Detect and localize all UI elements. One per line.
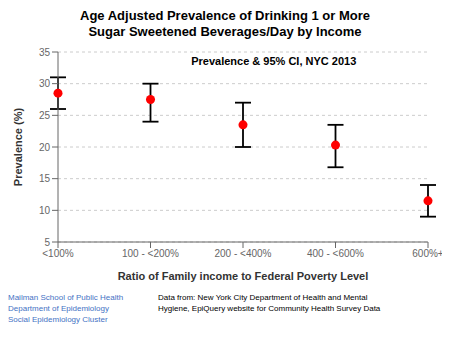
html-text:Data from: New York City Depar: Data from: New York City Department of H… <box>158 293 381 313</box>
svg-text:100 - <200%: 100 - <200% <box>122 248 179 259</box>
html-text:Mailman School of Public Healt: Mailman School of Public Health Departme… <box>8 293 124 324</box>
svg-text:Ratio of Family income to Fede: Ratio of Family income to Federal Povert… <box>118 270 369 282</box>
svg-text:600%+: 600%+ <box>412 248 442 259</box>
svg-text:25: 25 <box>39 110 51 121</box>
svg-text:Prevalence (%): Prevalence (%) <box>12 108 24 187</box>
svg-text:5: 5 <box>44 237 50 248</box>
svg-text:10: 10 <box>39 205 51 216</box>
svg-text:35: 35 <box>39 47 51 58</box>
svg-text:<100%: <100% <box>42 248 74 259</box>
svg-text:20: 20 <box>39 142 51 153</box>
svg-text:200 - <400%: 200 - <400% <box>215 248 272 259</box>
svg-text:30: 30 <box>39 78 51 89</box>
html-text:Age Adjusted Prevalence of Dri: Age Adjusted Prevalence of Drinking 1 or… <box>80 8 370 39</box>
svg-text:15: 15 <box>39 173 51 184</box>
svg-text:400 - <600%: 400 - <600% <box>307 248 364 259</box>
html-text:Prevalence & 95% CI, NYC 2013: Prevalence & 95% CI, NYC 2013 <box>191 55 357 67</box>
